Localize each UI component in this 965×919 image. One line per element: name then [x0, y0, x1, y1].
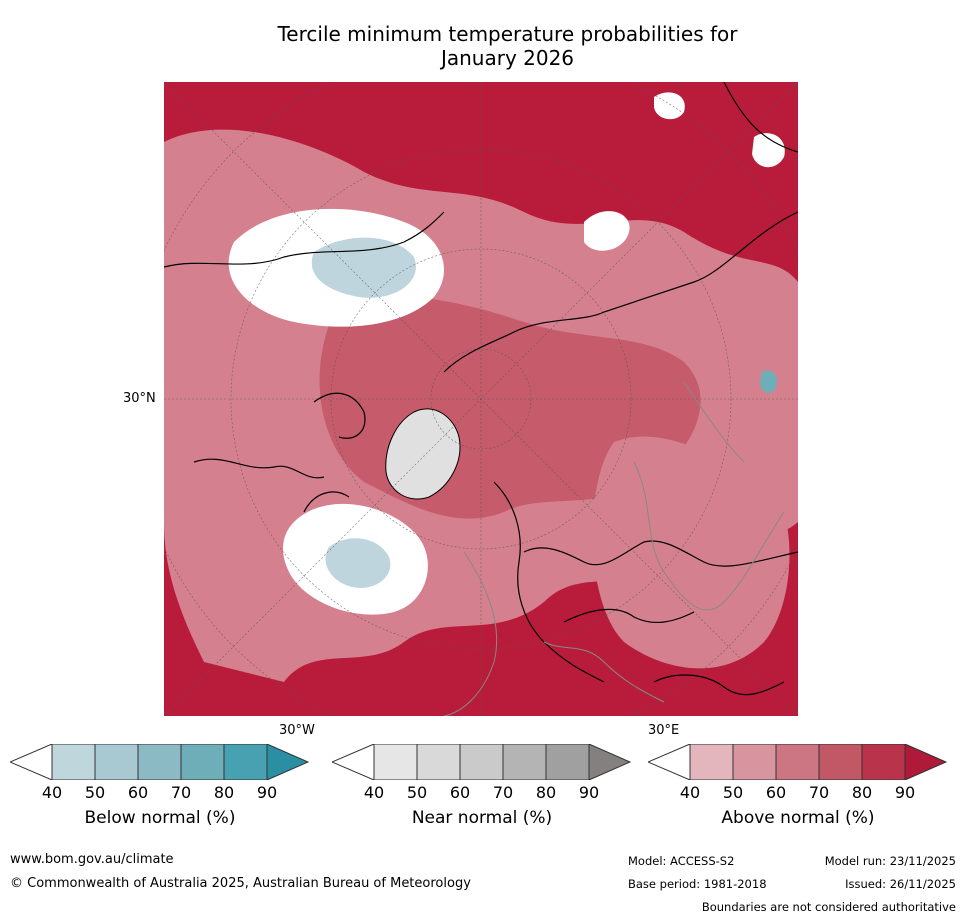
title-line-2: January 2026: [440, 46, 575, 70]
copyright-text: © Commonwealth of Australia 2025, Austra…: [10, 876, 471, 891]
near-normal-patch-top: [654, 92, 685, 120]
colorbar-swatch: [180, 744, 225, 780]
colorbar-swatch: [51, 744, 96, 780]
tick-label: 50: [722, 783, 744, 802]
colorbar-swatch: [904, 744, 948, 780]
colorbar-below-swatches: [10, 744, 310, 780]
longitude-label-west: 30°W: [279, 723, 315, 738]
colorbar-swatch: [861, 744, 906, 780]
borders: [443, 381, 785, 716]
greenland-grey-region: [385, 408, 461, 500]
below-normal-patch-east: [760, 370, 777, 394]
colorbar-swatch: [332, 744, 375, 780]
tick-label: 60: [765, 783, 787, 802]
longitude-label-east: 30°E: [648, 723, 680, 738]
colorbar-near-label: Near normal (%): [411, 808, 553, 828]
colorbar-swatch: [416, 744, 461, 780]
tick-label: 50: [406, 783, 428, 802]
colorbar-above-label: Above normal (%): [721, 808, 875, 828]
tick-label: 70: [492, 783, 514, 802]
colorbar-near-swatches: [332, 744, 632, 780]
colorbar-swatch: [94, 744, 139, 780]
colorbar-above-swatches: [648, 744, 948, 780]
colorbar-swatch: [588, 744, 632, 780]
tick-label: 60: [127, 783, 149, 802]
tick-label: 90: [578, 783, 600, 802]
below-normal-patch-alaska: [311, 237, 416, 298]
model-text: Model: ACCESS-S2: [628, 854, 735, 868]
title-line-1: Tercile minimum temperature probabilitie…: [277, 22, 738, 46]
tick-label: 90: [256, 783, 278, 802]
colorbar-swatch: [137, 744, 182, 780]
issued-text: Issued: 26/11/2025: [845, 877, 956, 891]
tick-label: 80: [213, 783, 235, 802]
tick-label: 70: [808, 783, 830, 802]
graticule: [164, 82, 798, 716]
colorbar-swatch: [502, 744, 547, 780]
tick-label: 40: [363, 783, 385, 802]
chart-title: Tercile minimum temperature probabilitie…: [160, 22, 855, 70]
map-shading: [164, 82, 798, 716]
near-normal-patch-farnorth: [752, 133, 785, 168]
colorbar-swatch: [545, 744, 590, 780]
below-normal-patch-atlantic: [325, 538, 391, 588]
disclaimer-text: Boundaries are not considered authoritat…: [701, 900, 956, 914]
colorbar-below-normal: 40 50 60 70 80 90 Below normal (%): [10, 744, 310, 828]
tick-label: 90: [894, 783, 916, 802]
colorbar-swatch: [459, 744, 504, 780]
colorbar-swatch: [648, 744, 691, 780]
colorbar-swatch: [775, 744, 820, 780]
colorbar-swatch: [732, 744, 777, 780]
model-run-text: Model run: 23/11/2025: [824, 854, 956, 868]
colorbar-swatch: [818, 744, 863, 780]
near-normal-patch-northeast: [584, 211, 630, 251]
colorbar-swatch: [266, 744, 310, 780]
colorbar-swatch: [689, 744, 734, 780]
tick-label: 80: [851, 783, 873, 802]
latitude-label: 30°N: [123, 391, 156, 406]
polar-map: [164, 82, 798, 716]
tick-label: 80: [535, 783, 557, 802]
coastlines: [164, 82, 798, 696]
tick-label: 50: [84, 783, 106, 802]
above-60-east: [592, 436, 790, 669]
tick-label: 70: [170, 783, 192, 802]
colorbar-swatch: [373, 744, 418, 780]
colorbar-below-label: Below normal (%): [84, 808, 236, 828]
tick-label: 40: [41, 783, 63, 802]
colorbar-swatch: [223, 744, 268, 780]
website-link[interactable]: www.bom.gov.au/climate: [10, 852, 174, 867]
colorbar-swatch: [10, 744, 53, 780]
tick-label: 60: [449, 783, 471, 802]
base-period-text: Base period: 1981-2018: [628, 877, 767, 891]
tick-label: 40: [679, 783, 701, 802]
colorbar-above-normal: 40 50 60 70 80 90 Above normal (%): [648, 744, 948, 828]
colorbar-near-normal: 40 50 60 70 80 90 Near normal (%): [332, 744, 632, 828]
